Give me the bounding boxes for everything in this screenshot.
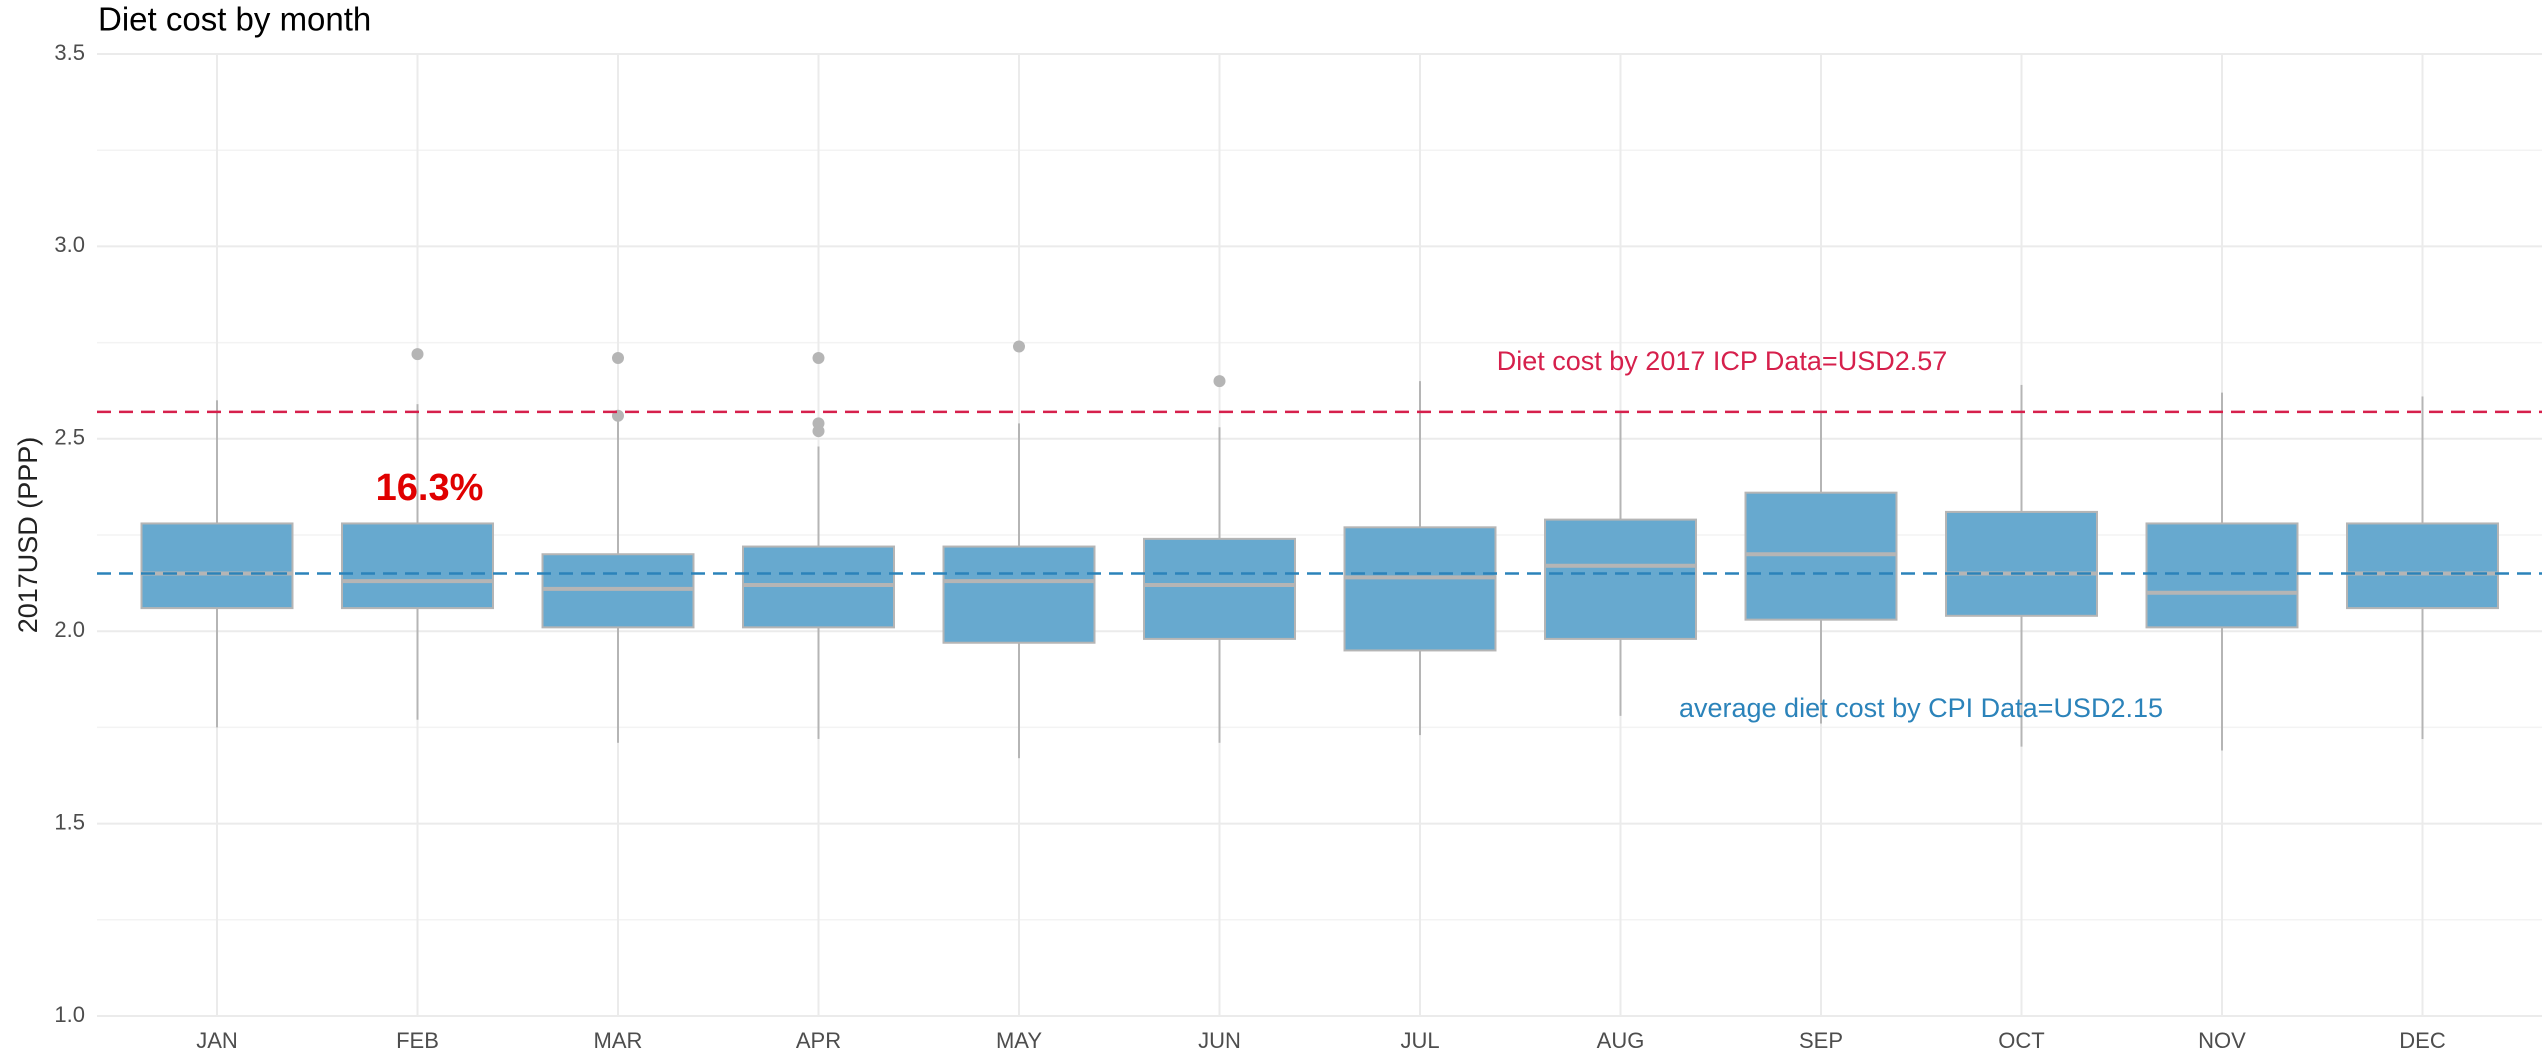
y-axis-label: 2017USD (PPP) xyxy=(13,437,43,634)
x-tick-label: FEB xyxy=(396,1028,439,1053)
box xyxy=(942,545,1096,644)
box xyxy=(1945,510,2098,617)
outlier xyxy=(411,348,424,361)
reference-label: average diet cost by CPI Data=USD2.15 xyxy=(1679,693,2163,723)
box xyxy=(1143,537,1296,640)
x-tick-label: JUN xyxy=(1198,1028,1241,1053)
outlier xyxy=(1213,375,1226,388)
x-tick-label: NOV xyxy=(2198,1028,2246,1053)
box xyxy=(140,522,294,610)
y-tick-label: 3.0 xyxy=(54,232,85,257)
reference-label: Diet cost by 2017 ICP Data=USD2.57 xyxy=(1497,346,1948,376)
box xyxy=(2346,522,2499,610)
box xyxy=(2145,522,2299,629)
box xyxy=(341,522,494,610)
x-tick-label: DEC xyxy=(2399,1028,2446,1053)
y-tick-label: 1.5 xyxy=(54,809,85,834)
outlier xyxy=(812,351,825,364)
x-tick-label: AUG xyxy=(1597,1028,1645,1053)
x-tick-label: APR xyxy=(796,1028,841,1053)
y-tick-label: 2.0 xyxy=(54,617,85,642)
chart-title: Diet cost by month xyxy=(98,1,371,38)
box xyxy=(1544,518,1697,640)
x-tick-label: JAN xyxy=(196,1028,238,1053)
outlier xyxy=(812,425,825,438)
outlier xyxy=(1013,340,1025,353)
x-tick-label: OCT xyxy=(1998,1028,2044,1053)
y-tick-label: 3.5 xyxy=(54,40,85,65)
y-tick-label: 1.0 xyxy=(54,1002,85,1027)
outlier xyxy=(612,351,624,364)
x-tick-label: SEP xyxy=(1799,1028,1843,1053)
y-tick-label: 2.5 xyxy=(54,425,85,450)
x-tick-label: MAR xyxy=(594,1028,643,1053)
x-tick-label: JUL xyxy=(1400,1028,1439,1053)
x-tick-label: MAY xyxy=(996,1028,1042,1053)
box xyxy=(1343,526,1497,652)
annotation: 16.3% xyxy=(376,467,484,509)
